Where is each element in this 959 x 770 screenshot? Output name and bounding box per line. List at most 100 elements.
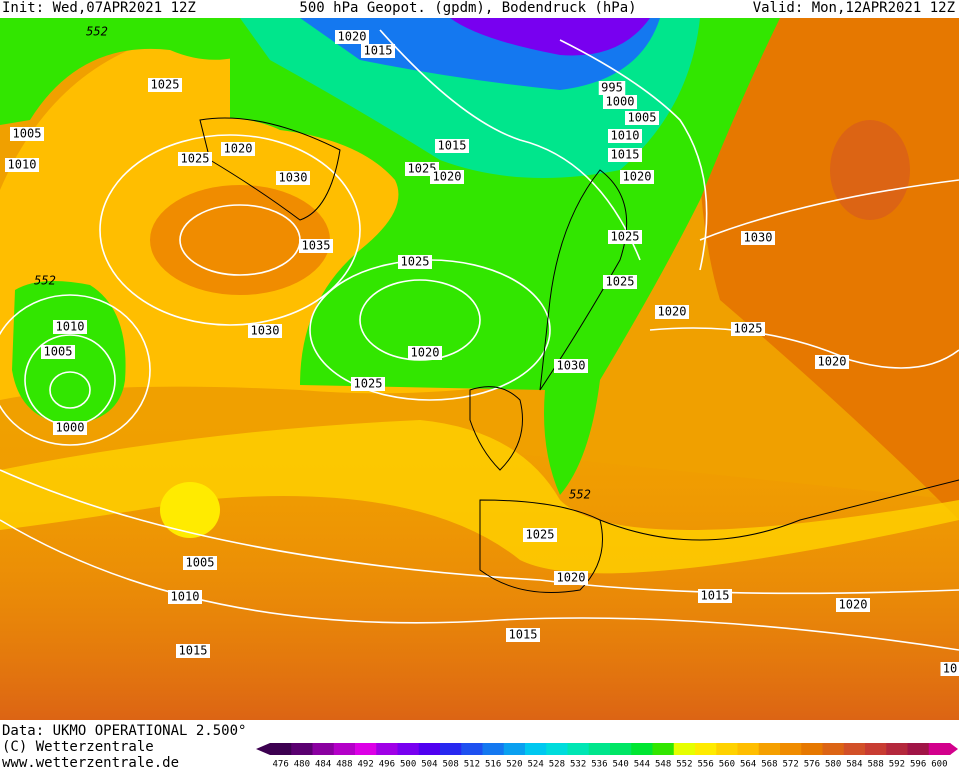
colorbar-label: 568 [761,760,777,770]
colorbar-swatch [695,743,717,755]
colorbar-label: 556 [697,760,713,770]
colorbar-label: 480 [294,760,310,770]
colorbar-swatch [482,743,505,755]
pressure-label: 1035 [302,239,331,253]
label-box [435,139,469,153]
pressure-label: 1015 [364,44,393,58]
colorbar-swatch [610,743,632,755]
pressure-label: 1030 [279,171,308,185]
label-box [554,359,588,373]
pressure-label: 1005 [628,111,657,125]
label-box [698,589,732,603]
label-box [5,158,39,172]
pressure-label: 1020 [818,355,847,369]
colorbar-swatch [270,743,292,755]
colorbar-swatch [376,743,398,755]
label-box [148,78,182,92]
pressure-label: 1015 [509,628,538,642]
colorbar-label: 596 [910,760,926,770]
colorbar-label: 580 [825,760,841,770]
colorbar-label: 564 [740,760,756,770]
label-box [608,148,642,162]
init-time: Init: Wed,07APR2021 12Z [2,0,196,16]
label-box [176,644,210,658]
warm-core [830,120,910,220]
label-box [523,528,557,542]
pressure-label: 10 [943,662,957,676]
colorbar-swatch [567,743,590,755]
label-box [53,320,87,334]
label-box [408,346,442,360]
colorbar-label: 496 [379,760,395,770]
website: www.wetterzentrale.de [2,755,179,770]
pressure-label: 1020 [658,305,687,319]
label-box [620,170,654,184]
label-box [299,239,333,253]
pressure-label: 1025 [526,528,555,542]
pressure-label: 1000 [606,95,635,109]
coastlines [199,117,959,593]
height-label: 552 [86,25,108,39]
label-box [361,44,395,58]
cold-center [450,18,650,56]
colorbar-arrow-left [256,743,270,755]
colorbar-swatch [461,743,483,755]
colorbar-label: 592 [889,760,905,770]
colorbar-label: 528 [549,760,565,770]
colorbar-swatch [546,743,568,755]
pressure-label: 1020 [433,170,462,184]
colorbar-label: 536 [591,760,607,770]
colorbar-label: 548 [655,760,671,770]
label-box [430,170,464,184]
pressure-label: 1025 [606,275,635,289]
colorbar-swatch [843,743,866,755]
pressure-label: 1030 [557,359,586,373]
colorbar-label: 560 [719,760,735,770]
label-box [741,231,775,245]
colorbar-swatch [673,743,696,755]
label-box [940,662,959,676]
label-box [598,81,626,95]
colorbar: 476 480 484 488 492 496 500 504 508 512 516 520 524 5… [256,743,958,770]
pressure-label: 1020 [623,170,652,184]
pressure-label: 1020 [557,571,586,585]
colorbar-swatch [801,743,823,755]
label-box [178,152,212,166]
label-box [554,571,588,585]
yellow-spot [160,482,220,538]
label-box [53,421,87,435]
pressure-label: 1020 [411,346,440,360]
colorbar-label: 476 [272,760,288,770]
pressure-label: 1015 [179,644,208,658]
label-box [603,95,637,109]
valid-time: Valid: Mon,12APR2021 12Z [753,0,955,16]
pressure-label: 1025 [611,230,640,244]
label-box [183,556,217,570]
label-box [276,171,310,185]
colorbar-label: 600 [931,760,947,770]
label-box [506,628,540,642]
colorbar-swatch [822,743,845,755]
pressure-label: 1015 [438,139,467,153]
colorbar-swatch [418,743,441,755]
pressure-label: 1015 [611,148,640,162]
colorbar-label: 532 [570,760,586,770]
pressure-label: 1020 [224,142,253,156]
colorbar-swatch [886,743,908,755]
colorbar-swatch [588,743,611,755]
pressure-label: 1005 [186,556,215,570]
yellow-band [0,420,959,574]
height-label: 552 [569,488,591,502]
colorbar-swatch [737,743,760,755]
label-box [603,275,637,289]
green-northwest [0,18,300,125]
colorbar-swatch [716,743,738,755]
colorbar-label: 584 [846,760,862,770]
colorbar-label: 524 [527,760,543,770]
pressure-label: 1025 [401,255,430,269]
copyright: (C) Wetterzentrale [2,739,154,755]
colorbar-swatch [397,743,420,755]
colorbar-swatch [907,743,930,755]
